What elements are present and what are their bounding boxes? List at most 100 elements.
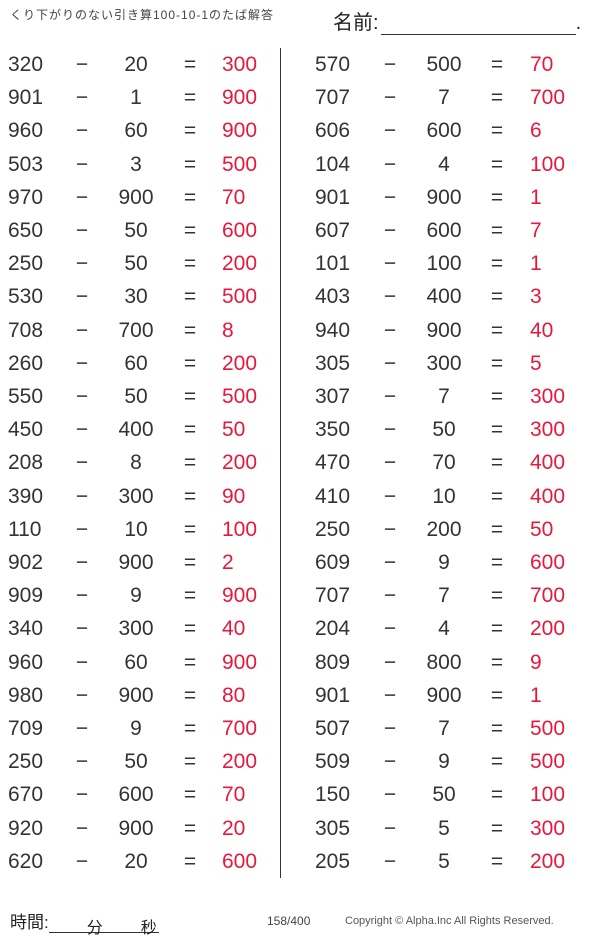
minuend: 205 xyxy=(315,849,351,873)
answer: 500 xyxy=(530,717,566,740)
subtrahend: 800 xyxy=(426,650,462,674)
answer: 70 xyxy=(530,53,554,76)
column-divider xyxy=(280,48,281,878)
subtrahend: 7 xyxy=(438,86,450,110)
minuend: 940 xyxy=(315,318,351,342)
answer: 500 xyxy=(222,385,258,408)
equals-sign: = xyxy=(490,584,504,608)
answer: 900 xyxy=(222,650,258,674)
minus-sign: − xyxy=(383,252,397,276)
subtrahend: 600 xyxy=(118,783,154,807)
answer: 400 xyxy=(530,484,566,508)
subtrahend: 9 xyxy=(438,551,450,574)
minuend: 507 xyxy=(315,717,351,740)
minus-sign: − xyxy=(75,584,89,608)
equals-sign: = xyxy=(490,219,504,242)
subtrahend: 7 xyxy=(438,385,450,408)
worksheet-title: くり下がりのない引き算100-10-1のたば解答 xyxy=(10,8,275,22)
minuend: 550 xyxy=(8,385,44,408)
subtrahend: 50 xyxy=(124,385,148,408)
minuend: 570 xyxy=(315,53,351,76)
minus-sign: − xyxy=(383,484,397,508)
minuend: 960 xyxy=(8,119,44,143)
answer: 500 xyxy=(222,152,258,176)
minus-sign: − xyxy=(75,650,89,674)
equals-sign: = xyxy=(183,119,197,143)
answer: 70 xyxy=(222,185,246,209)
minus-sign: − xyxy=(75,849,89,873)
name-dot: . xyxy=(575,12,582,34)
equals-sign: = xyxy=(490,717,504,740)
subtrahend: 10 xyxy=(124,517,148,541)
answer: 70 xyxy=(222,783,246,807)
minuend: 250 xyxy=(315,517,351,541)
copyright: Copyright © Alpha.Inc All Rights Reserve… xyxy=(345,915,554,927)
subtrahend: 3 xyxy=(130,152,142,176)
minus-sign: − xyxy=(383,584,397,608)
answer: 3 xyxy=(530,285,542,309)
minutes-label: 分 xyxy=(86,920,103,937)
minuend: 208 xyxy=(8,451,44,475)
subtrahend: 900 xyxy=(118,683,154,707)
minuend: 980 xyxy=(8,683,44,707)
minus-sign: − xyxy=(75,285,89,309)
minuend: 250 xyxy=(8,750,44,774)
equals-sign: = xyxy=(490,617,504,641)
answer: 600 xyxy=(530,551,566,574)
minuend: 606 xyxy=(315,119,351,143)
subtrahend: 50 xyxy=(124,750,148,774)
equals-sign: = xyxy=(183,385,197,408)
equals-sign: = xyxy=(183,484,197,508)
minus-sign: − xyxy=(75,617,89,641)
minus-sign: − xyxy=(383,119,397,143)
minuend: 260 xyxy=(8,351,44,375)
minus-sign: − xyxy=(75,551,89,574)
minuend: 150 xyxy=(315,783,351,807)
answer: 200 xyxy=(530,617,566,641)
answer: 400 xyxy=(530,451,566,475)
minus-sign: − xyxy=(75,185,89,209)
equals-sign: = xyxy=(490,119,504,143)
subtrahend: 900 xyxy=(118,816,154,840)
seconds-label: 秒 xyxy=(140,920,157,937)
minuend: 503 xyxy=(8,152,44,176)
equals-sign: = xyxy=(490,418,504,442)
time-field: 時間: 分秒 xyxy=(10,908,159,937)
equals-sign: = xyxy=(490,385,504,408)
minus-sign: − xyxy=(75,484,89,508)
equals-sign: = xyxy=(183,318,197,342)
minus-sign: − xyxy=(75,219,89,242)
minus-sign: − xyxy=(75,717,89,740)
equals-sign: = xyxy=(490,285,504,309)
minuend: 110 xyxy=(8,517,42,541)
minus-sign: − xyxy=(383,53,397,76)
minus-sign: − xyxy=(383,849,397,873)
answer: 700 xyxy=(222,717,258,740)
minus-sign: − xyxy=(383,219,397,242)
subtrahend: 50 xyxy=(124,252,148,276)
equals-sign: = xyxy=(183,86,197,110)
answer: 9 xyxy=(530,650,542,674)
equals-sign: = xyxy=(490,252,504,276)
equals-sign: = xyxy=(183,219,197,242)
minuend: 901 xyxy=(8,86,44,110)
equals-sign: = xyxy=(183,717,197,740)
answer: 300 xyxy=(530,816,566,840)
name-field: 名前:. xyxy=(333,6,581,35)
equals-sign: = xyxy=(183,650,197,674)
answer: 200 xyxy=(530,849,566,873)
equals-sign: = xyxy=(183,451,197,475)
minuend: 901 xyxy=(315,185,351,209)
equals-sign: = xyxy=(490,351,504,375)
equals-sign: = xyxy=(490,750,504,774)
minuend: 920 xyxy=(8,816,44,840)
minus-sign: − xyxy=(383,617,397,641)
name-label: 名前: xyxy=(333,12,379,34)
answer: 8 xyxy=(222,318,234,342)
subtrahend: 50 xyxy=(432,418,456,442)
subtrahend: 200 xyxy=(426,517,462,541)
minus-sign: − xyxy=(383,86,397,110)
minus-sign: − xyxy=(383,551,397,574)
minuend: 410 xyxy=(315,484,351,508)
minus-sign: − xyxy=(75,351,89,375)
